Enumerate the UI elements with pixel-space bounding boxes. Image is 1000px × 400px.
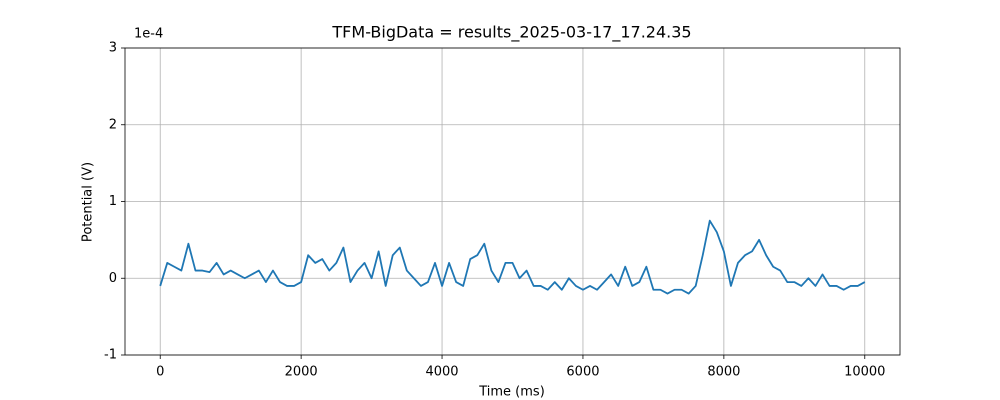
x-tick-label: 4000	[425, 365, 458, 380]
x-axis-label: Time (ms)	[478, 385, 545, 400]
y-offset-text: 1e-4	[134, 27, 163, 42]
x-tick-label: 8000	[707, 365, 740, 380]
axes-frame	[124, 47, 901, 356]
x-tick-label: 10000	[844, 365, 885, 380]
x-tick-label: 6000	[566, 365, 599, 380]
y-tick-label: 0	[109, 271, 117, 286]
x-tick-label: 2000	[285, 365, 318, 380]
y-tick-label: 3	[109, 41, 117, 56]
data-line	[159, 219, 866, 295]
y-tick-label: 1	[109, 194, 117, 209]
y-tick-label: -1	[104, 348, 117, 363]
plot-area: -1 0 1 2 3 0 2000 4000 6000 8000 10000	[104, 41, 900, 380]
y-axis-label: Potential (V)	[81, 162, 96, 242]
x-tick-label: 0	[156, 365, 164, 380]
chart-title: TFM-BigData = results_2025-03-17_17.24.3…	[331, 23, 691, 43]
y-tick-label: 2	[109, 117, 117, 132]
